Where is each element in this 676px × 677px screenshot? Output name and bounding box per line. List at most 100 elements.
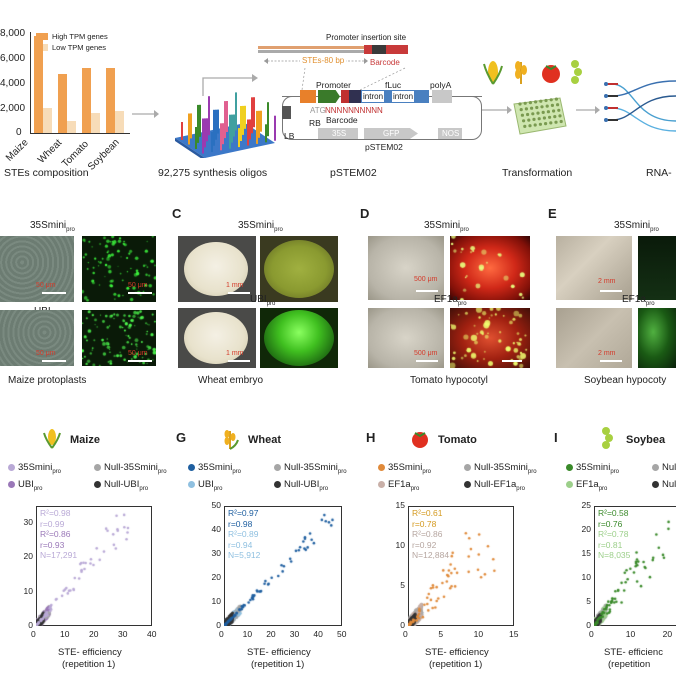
crop-icons (483, 60, 582, 85)
insert-barcode-segment (364, 45, 408, 54)
legend-label: EF1a (388, 479, 411, 490)
insertion-site-label: Promoter insertion site (326, 33, 407, 42)
legend-entry-1-1: Null-35Sminipro (274, 462, 347, 475)
wheat-bottom-label: UBIpro (250, 294, 276, 307)
plate-well (552, 109, 556, 113)
fluc-block-1 (385, 90, 391, 103)
wheat-top-label: 35Sminipro (238, 220, 283, 233)
legend-entry-1-3: Null-UBIpro (274, 479, 328, 492)
plate-well (549, 98, 553, 102)
x-axis-label: STE- efficiency (247, 647, 311, 658)
ytick-8000: 8,000 (0, 28, 26, 39)
ytick-label: 10 (395, 540, 405, 550)
stat-line: r=0.81 (598, 539, 623, 550)
legend-dot (652, 463, 659, 471)
plate-well (532, 117, 536, 121)
x-axis-label: STE- efficiency (425, 647, 489, 658)
xtick-label: 40 (313, 629, 323, 639)
wheat-scale-2: 1 mm (226, 350, 244, 357)
legend-entry-0-2: UBIpro (8, 479, 43, 492)
bar-soybean-high (106, 68, 115, 133)
xtick-label: 20 (662, 629, 673, 639)
legend-sub: pro (410, 485, 420, 492)
plate-well (535, 105, 539, 110)
wheat-ubi-brightfield (178, 308, 256, 368)
wheat-caption: Wheat embryo (198, 375, 264, 386)
legend-sub: pro (610, 468, 619, 475)
stat-line: R²=0.61 (412, 508, 443, 518)
xtick-label: 0 (589, 629, 594, 639)
ytick-label: 10 (23, 585, 33, 596)
rna-waves-illustration (604, 80, 676, 132)
atg-label: ATG (310, 106, 326, 115)
legend-dot (274, 480, 281, 488)
maize-scale-1: 50 μm (36, 282, 56, 289)
bar-wheat-high (58, 74, 67, 133)
stat-line: N=12,884 (412, 550, 450, 560)
scatter-title-2: Tomato (438, 434, 477, 446)
bar-maize-low (43, 108, 52, 133)
legend-dot (188, 463, 195, 471)
legend-high-label: High TPM genes (52, 32, 108, 41)
legend-label: Null-UBI (104, 479, 140, 490)
wheat-scalebar-2 (228, 360, 250, 362)
lb-block (282, 106, 291, 119)
tomato-caption: Tomato hypocotyl (410, 375, 488, 386)
stat-line: N=8,035 (598, 550, 631, 560)
orange-block (300, 90, 316, 103)
plate-well (554, 120, 558, 124)
legend-entry-1-0: 35Sminipro (188, 462, 241, 475)
wheat-scalebar-1 (228, 292, 250, 294)
legend-label: UBI (198, 479, 214, 490)
guide-lines (301, 67, 406, 91)
plate-well (546, 110, 550, 114)
ytick-label: 20 (211, 572, 221, 582)
legend-sub: pro (422, 468, 431, 475)
legend-label: EF1a (576, 479, 599, 490)
legend-dot (566, 480, 573, 488)
stes-dimension (264, 58, 368, 64)
legend-dot (464, 480, 471, 488)
xtick-label: 15 (509, 629, 519, 639)
plate-well (534, 100, 538, 104)
stat-line: r=0.94 (228, 539, 253, 550)
legend-dot (94, 480, 101, 488)
legend-label: Null-35Smini (104, 462, 158, 473)
maize-scale-3: 50 μm (36, 350, 56, 357)
legend-sub: pro (213, 485, 223, 492)
ytick-label: 15 (581, 548, 591, 558)
scatter-points-1 (224, 506, 342, 626)
scatter-title-3: Soybea (626, 434, 666, 446)
plate-well (553, 115, 557, 119)
x-axis (30, 133, 130, 134)
stat-line: R²=0.78 (598, 529, 629, 539)
plate-well (524, 107, 528, 111)
plate-well (541, 110, 545, 114)
x-axis-label-sub: (repetition 1) (62, 659, 116, 670)
bar-wheat-low (67, 120, 76, 133)
legend-sub: pro (139, 485, 149, 492)
stat-line: r=0.98 (228, 518, 253, 529)
scatter-points-0 (36, 506, 152, 626)
stat-line: R²=0.86 (412, 529, 443, 539)
oligos-caption: 92,275 synthesis oligos (158, 167, 268, 179)
legend-dot (274, 463, 281, 471)
plate-well (528, 101, 532, 105)
plate-well (550, 103, 554, 107)
n-sequence: NNNNNNNNNN (325, 106, 383, 115)
ytick-6000: 6,000 (0, 53, 26, 64)
stat-line: R²=0.97 (228, 508, 259, 518)
scatter-points-2 (408, 506, 514, 626)
promoter-label: Promoter (316, 80, 351, 90)
xtick-label: 0 (31, 629, 36, 639)
plate-well (523, 124, 527, 128)
maize-35s-brightfield (0, 236, 74, 302)
plate-well (533, 123, 537, 127)
xtick-label: 40 (147, 629, 157, 639)
xtick-label: 0 (403, 629, 408, 639)
wheat-ubi-gfp (260, 308, 338, 368)
ytick-2000: 2,000 (0, 103, 26, 114)
stat-line: r=0.99 (40, 518, 65, 529)
stes-block (341, 90, 349, 103)
legend-dot (566, 463, 573, 471)
